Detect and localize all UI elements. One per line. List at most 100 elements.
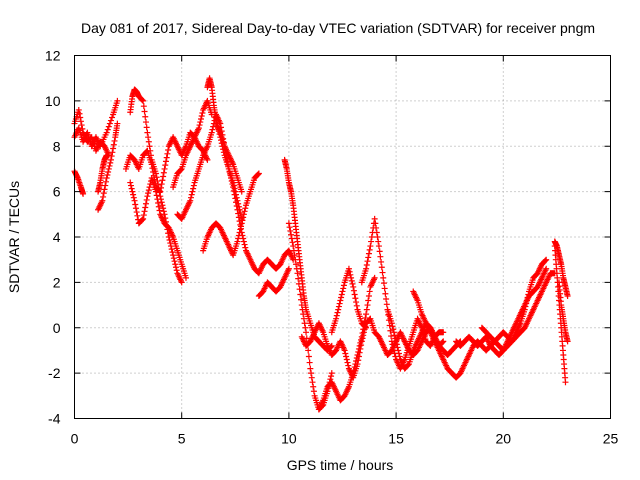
- data-point: [152, 188, 159, 195]
- data-point: [105, 165, 112, 172]
- data-point: [343, 353, 350, 360]
- data-point: [383, 296, 390, 303]
- data-point: [373, 224, 380, 231]
- data-point: [177, 166, 184, 173]
- data-point: [288, 235, 295, 242]
- y-tick-label: 0: [53, 320, 61, 336]
- data-point: [188, 191, 195, 198]
- data-point: [77, 118, 84, 125]
- data-point: [338, 294, 345, 301]
- data-point: [355, 345, 362, 352]
- data-points: [71, 75, 571, 413]
- data-point: [372, 220, 379, 227]
- data-point: [365, 292, 372, 299]
- data-point: [199, 109, 206, 116]
- data-point: [235, 203, 242, 210]
- data-point: [144, 193, 151, 200]
- data-point: [363, 324, 370, 331]
- data-point: [114, 97, 121, 104]
- data-point: [240, 238, 247, 245]
- data-point: [155, 203, 162, 210]
- data-point: [127, 182, 134, 189]
- data-point: [238, 223, 245, 230]
- data-point: [142, 113, 149, 120]
- data-point: [356, 342, 363, 349]
- data-point: [145, 138, 152, 145]
- data-point: [353, 358, 360, 365]
- data-point: [161, 165, 168, 172]
- data-point: [363, 311, 370, 318]
- data-point: [128, 185, 135, 192]
- series-track-2: [71, 97, 121, 150]
- series-track-26: [551, 243, 569, 386]
- data-point: [368, 238, 375, 245]
- data-point: [344, 359, 351, 366]
- data-point: [76, 110, 83, 117]
- data-point: [159, 202, 166, 209]
- data-point: [139, 216, 146, 223]
- data-point: [564, 338, 571, 345]
- data-point: [242, 205, 249, 212]
- data-point: [562, 379, 569, 386]
- data-point: [107, 117, 114, 124]
- data-point: [350, 370, 357, 377]
- data-point: [301, 320, 308, 327]
- x-tick-label: 10: [281, 431, 297, 447]
- data-point: [103, 129, 110, 136]
- data-point: [543, 256, 550, 263]
- series-track-15: [281, 156, 335, 354]
- data-point: [233, 191, 240, 198]
- data-point: [362, 314, 369, 321]
- data-point: [367, 243, 374, 250]
- data-point: [238, 215, 245, 222]
- data-point: [170, 255, 177, 262]
- data-point: [99, 197, 106, 204]
- data-point: [162, 162, 169, 169]
- data-point: [342, 350, 349, 357]
- y-tick-label: 2: [53, 274, 61, 290]
- y-tick-label: -4: [48, 411, 61, 427]
- data-point: [132, 201, 139, 208]
- data-point: [141, 208, 148, 215]
- data-point: [147, 147, 154, 154]
- data-point: [289, 239, 296, 246]
- data-point: [395, 347, 402, 354]
- data-point: [163, 154, 170, 161]
- data-point: [142, 119, 149, 126]
- data-point: [390, 326, 397, 333]
- data-point: [104, 171, 111, 178]
- data-point: [187, 197, 194, 204]
- data-point: [352, 361, 359, 368]
- data-point: [235, 232, 242, 239]
- data-point: [240, 235, 247, 242]
- data-point: [140, 212, 147, 219]
- data-point: [152, 170, 159, 177]
- data-point: [377, 253, 384, 260]
- data-point: [103, 152, 110, 159]
- series-track-27: [556, 279, 571, 345]
- data-point: [237, 226, 244, 233]
- data-point: [297, 291, 304, 298]
- data-point: [365, 254, 372, 261]
- data-point: [337, 297, 344, 304]
- data-point: [348, 274, 355, 281]
- data-point: [197, 119, 204, 126]
- data-point: [365, 250, 372, 257]
- data-point: [288, 231, 295, 238]
- data-point: [160, 169, 167, 176]
- data-point: [392, 335, 399, 342]
- data-point: [132, 205, 139, 212]
- data-point: [106, 162, 113, 169]
- data-point: [286, 224, 293, 231]
- series-track-9: [170, 97, 215, 191]
- x-tick-label: 25: [603, 431, 619, 447]
- data-point: [140, 215, 147, 222]
- data-point: [373, 229, 380, 236]
- data-point: [439, 339, 446, 346]
- data-point: [524, 294, 531, 301]
- data-point: [388, 320, 395, 327]
- data-point: [209, 126, 216, 133]
- data-point: [390, 329, 397, 336]
- y-tick-label: -2: [48, 365, 61, 381]
- data-point: [345, 362, 352, 369]
